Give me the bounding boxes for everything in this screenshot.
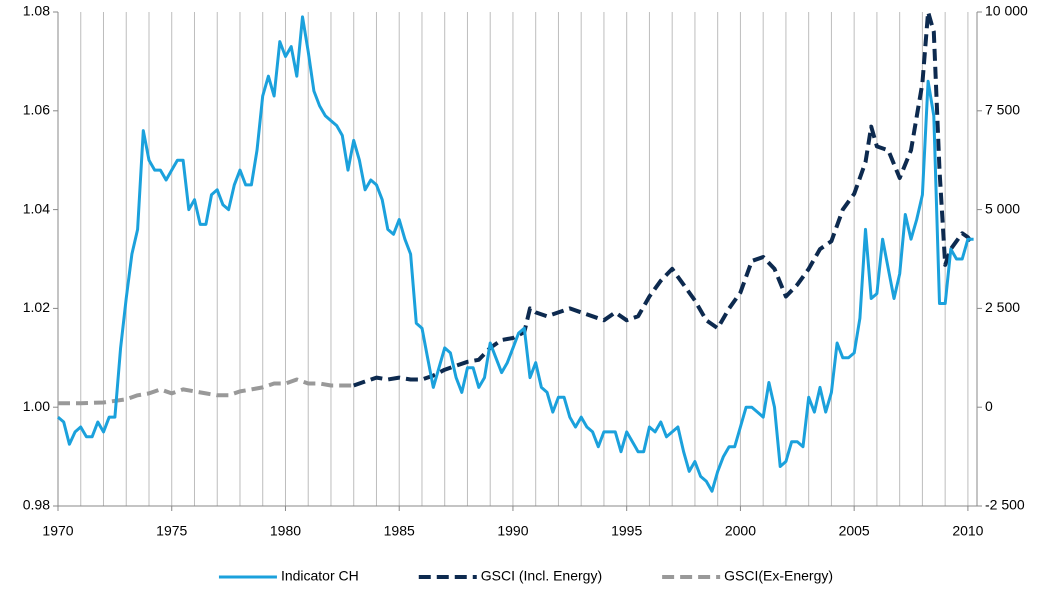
legend-label: GSCI (Incl. Energy) <box>481 568 602 584</box>
x-tick-label: 1990 <box>497 523 528 539</box>
x-tick-label: 2000 <box>725 523 756 539</box>
y2-tick-label: 5 000 <box>985 200 1020 216</box>
y-tick-label: 1.06 <box>23 102 50 118</box>
y-tick-label: 1.02 <box>23 299 50 315</box>
y-tick-label: 0.98 <box>23 497 50 513</box>
y-tick-label: 1.00 <box>23 398 50 414</box>
y2-tick-label: 2 500 <box>985 299 1020 315</box>
x-tick-label: 1985 <box>384 523 415 539</box>
series-line <box>353 10 976 388</box>
x-tick-label: 2010 <box>952 523 983 539</box>
series-line <box>58 377 354 406</box>
x-tick-label: 2005 <box>839 523 870 539</box>
y2-tick-label: 0 <box>985 398 993 414</box>
x-tick-label: 1995 <box>611 523 642 539</box>
y2-tick-label: 10 000 <box>985 3 1028 19</box>
legend-label: Indicator CH <box>281 568 359 584</box>
x-tick-label: 1970 <box>42 523 73 539</box>
legend-label: GSCI(Ex-Energy) <box>724 568 833 584</box>
x-tick-label: 1980 <box>270 523 301 539</box>
series-line <box>57 15 974 493</box>
y-tick-label: 1.04 <box>23 200 50 216</box>
x-tick-label: 1975 <box>156 523 187 539</box>
y2-tick-label: 7 500 <box>985 102 1020 118</box>
y2-tick-label: -2 500 <box>985 497 1025 513</box>
y-tick-label: 1.08 <box>23 3 50 19</box>
